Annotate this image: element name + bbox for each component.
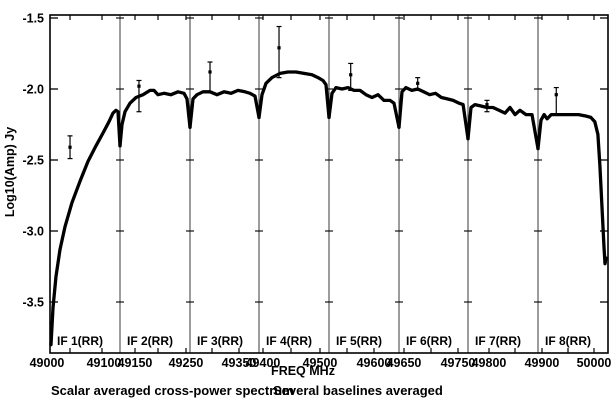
spectrum-curve	[397, 85, 470, 141]
if-panel-label: IF 1(RR)	[57, 334, 103, 348]
y-tick-label: -2.5	[22, 153, 44, 167]
spectrum-curve	[118, 88, 192, 148]
if-panel-label: IF 2(RR)	[127, 334, 173, 348]
plot-frame	[49, 14, 609, 354]
x-tick-label: 49250	[169, 356, 204, 370]
if-panel-label: IF 6(RR)	[406, 334, 452, 348]
if-panel-label: IF 3(RR)	[197, 334, 243, 348]
caption-right: Several baselines averaged	[273, 383, 443, 398]
error-bar-point	[416, 81, 420, 85]
x-tick-label: 49800	[472, 356, 507, 370]
if-panel-label: IF 4(RR)	[266, 334, 312, 348]
y-tick-label: -3.5	[22, 295, 44, 309]
x-tick-label: 49000	[30, 356, 65, 370]
x-tick-label: 49750	[441, 356, 476, 370]
error-bar-point	[277, 46, 281, 50]
spectrum-curve	[257, 70, 331, 120]
error-bar-point	[208, 70, 212, 74]
x-tick-label: 49500	[303, 356, 338, 370]
x-tick-label: 49900	[525, 356, 560, 370]
spectrum-curve	[536, 112, 608, 266]
caption-left: Scalar averaged cross-power spectrum	[51, 383, 294, 398]
x-tick-label: 49350	[222, 356, 257, 370]
x-tick-label: 49100	[87, 356, 122, 370]
error-bar-point	[68, 145, 72, 149]
spectrum-curve	[188, 88, 261, 129]
x-tick-label: 49650	[387, 356, 422, 370]
error-bar-point	[485, 103, 489, 107]
error-bar-point	[349, 73, 353, 77]
if-panel-label: IF 7(RR)	[475, 334, 521, 348]
if-panel-label: IF 5(RR)	[336, 334, 382, 348]
error-bar-point	[137, 84, 141, 88]
if-panel-label: IF 8(RR)	[545, 334, 591, 348]
spectrum-curve	[49, 108, 122, 347]
y-tick-label: -1.5	[22, 11, 44, 25]
y-axis-label: Log10(Amp) Jy	[3, 126, 17, 218]
x-tick-label: 49400	[246, 356, 281, 370]
y-tick-label: -2.0	[22, 82, 44, 96]
error-bar-point	[554, 93, 558, 97]
x-tick-label: 49600	[357, 356, 392, 370]
x-tick-label: 49150	[118, 356, 153, 370]
y-tick-label: -3.0	[22, 224, 44, 238]
spectrum-curve	[466, 102, 540, 151]
spectrum-curve	[327, 85, 401, 129]
x-tick-label: 50000	[577, 356, 612, 370]
x-axis-label: FREQ MHz	[271, 364, 335, 378]
